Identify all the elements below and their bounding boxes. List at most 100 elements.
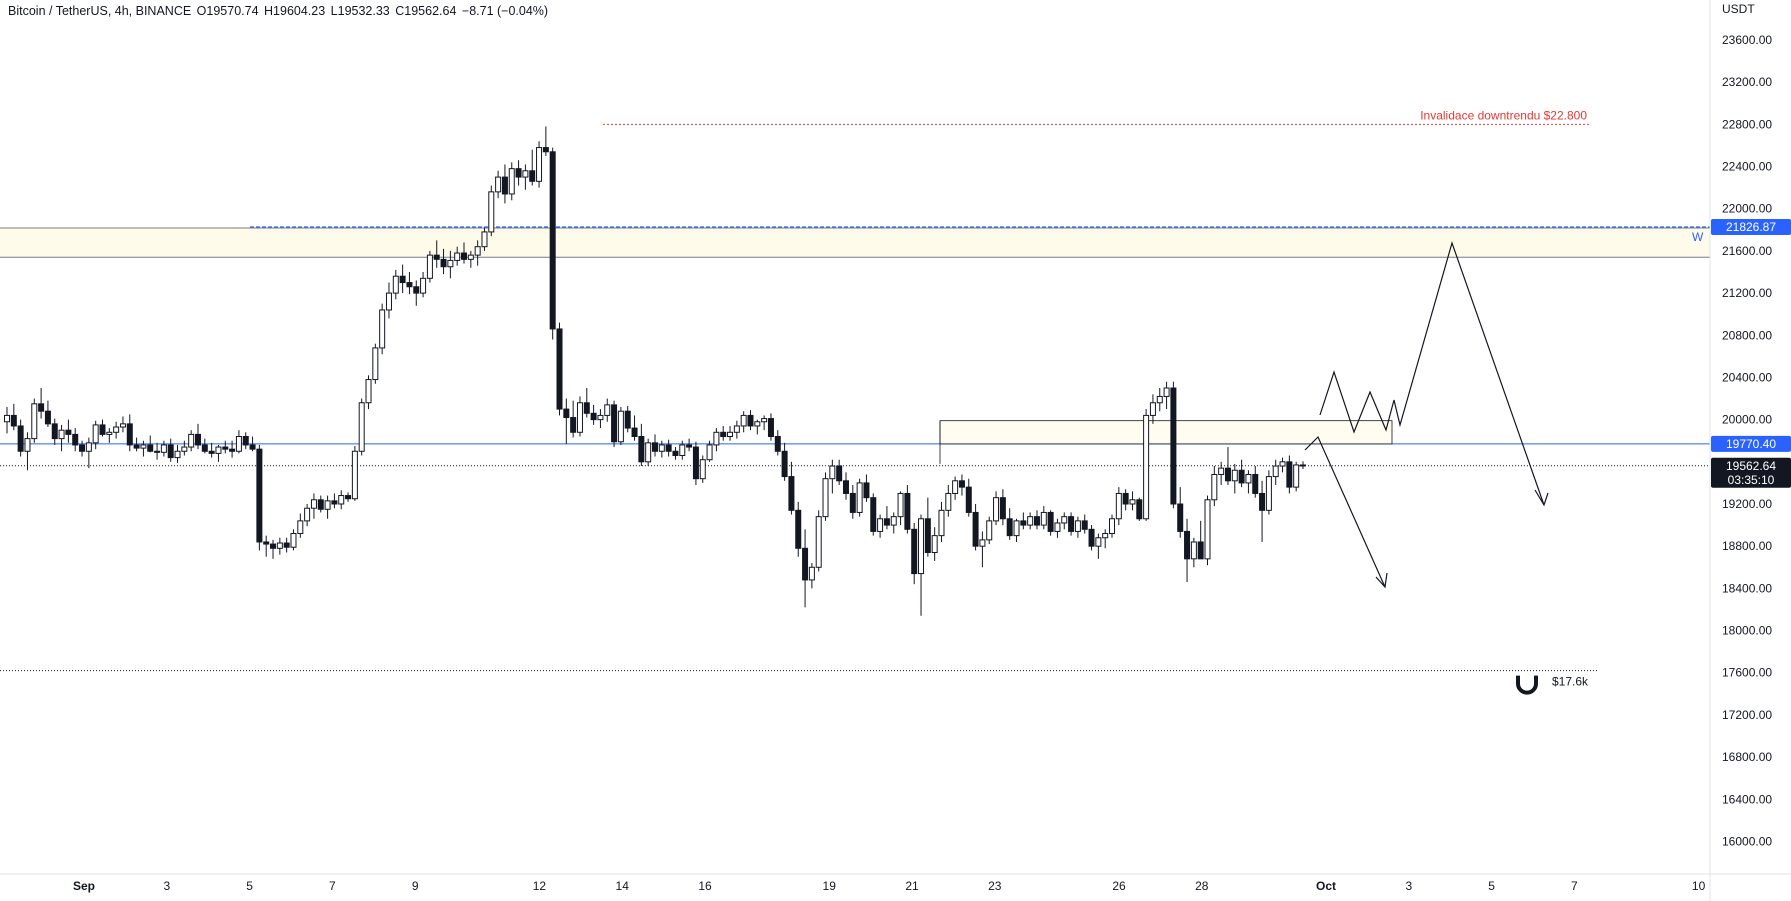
candle[interactable] <box>433 240 440 268</box>
candle[interactable] <box>1081 514 1088 534</box>
candle[interactable] <box>720 425 727 441</box>
zone-fill[interactable] <box>0 226 1710 258</box>
candle[interactable] <box>440 248 447 275</box>
candle[interactable] <box>1054 518 1061 538</box>
candle[interactable] <box>1020 512 1027 530</box>
candle[interactable] <box>215 444 222 462</box>
candle[interactable] <box>611 400 618 448</box>
candle[interactable] <box>188 430 195 452</box>
candle[interactable] <box>51 418 58 445</box>
candle[interactable] <box>174 444 181 463</box>
candle[interactable] <box>4 406 10 434</box>
candle[interactable] <box>351 446 358 501</box>
consolidation-box[interactable] <box>939 420 1393 445</box>
candle[interactable] <box>1061 512 1068 530</box>
candle[interactable] <box>454 246 461 266</box>
candle[interactable] <box>1143 409 1150 521</box>
candle[interactable] <box>99 419 106 437</box>
candle[interactable] <box>1286 455 1293 494</box>
candle[interactable] <box>1013 518 1020 542</box>
candle[interactable] <box>672 447 679 460</box>
candle[interactable] <box>1088 525 1095 551</box>
candle[interactable] <box>106 428 113 443</box>
candle[interactable] <box>154 442 161 460</box>
candle[interactable] <box>747 410 754 431</box>
candle[interactable] <box>999 489 1006 526</box>
candle[interactable] <box>686 438 693 452</box>
candle[interactable] <box>181 440 188 456</box>
candle[interactable] <box>795 501 802 557</box>
candle[interactable] <box>256 444 263 551</box>
candle[interactable] <box>727 425 734 441</box>
candle[interactable] <box>488 185 495 237</box>
zone-top-price-badge[interactable]: 21826.87 <box>1711 218 1791 235</box>
candle[interactable] <box>160 440 167 457</box>
candle[interactable] <box>1163 381 1170 410</box>
candle[interactable] <box>229 440 236 458</box>
candle[interactable] <box>317 495 324 513</box>
candle[interactable] <box>706 440 713 462</box>
candle[interactable] <box>1156 388 1163 412</box>
candle[interactable] <box>208 442 215 458</box>
candle[interactable] <box>242 432 249 450</box>
candle[interactable] <box>92 420 99 450</box>
price-axis[interactable]: USDT 23600.00 23200.00 22800.00 22400.00 220… <box>1722 2 1772 848</box>
candle[interactable] <box>119 416 126 433</box>
candle[interactable] <box>979 531 986 568</box>
candle[interactable] <box>781 442 788 481</box>
candle[interactable] <box>283 537 290 553</box>
candle[interactable] <box>1006 508 1013 540</box>
candle[interactable] <box>324 495 331 519</box>
candle[interactable] <box>58 424 65 452</box>
candle[interactable] <box>774 430 781 456</box>
candle[interactable] <box>1047 510 1054 536</box>
candle[interactable] <box>44 400 51 428</box>
candlestick-series[interactable] <box>4 126 1306 616</box>
horizontal-levels[interactable] <box>0 123 1710 672</box>
candle[interactable] <box>140 440 147 457</box>
candle[interactable] <box>679 440 686 460</box>
candle[interactable] <box>761 415 768 431</box>
candle[interactable] <box>406 272 413 295</box>
candle[interactable] <box>447 250 454 279</box>
candle[interactable] <box>856 478 863 517</box>
candle[interactable] <box>304 504 311 527</box>
candle[interactable] <box>1129 491 1136 511</box>
candle[interactable] <box>1040 506 1047 530</box>
candle[interactable] <box>624 405 631 433</box>
candle[interactable] <box>1238 459 1245 488</box>
candle[interactable] <box>604 398 611 422</box>
candle[interactable] <box>733 420 740 439</box>
candle[interactable] <box>740 411 747 433</box>
candle[interactable] <box>420 272 427 298</box>
candle[interactable] <box>767 413 774 441</box>
candle[interactable] <box>372 343 379 384</box>
candle[interactable] <box>1259 480 1266 542</box>
candle[interactable] <box>808 563 815 589</box>
candle[interactable] <box>79 440 86 457</box>
candle[interactable] <box>529 149 536 186</box>
candle[interactable] <box>194 423 201 450</box>
candle[interactable] <box>263 535 270 557</box>
bearish-projection-path[interactable] <box>1304 435 1386 588</box>
candle[interactable] <box>495 170 502 199</box>
candle[interactable] <box>501 164 508 204</box>
candle[interactable] <box>147 435 154 453</box>
candle[interactable] <box>1224 447 1231 486</box>
candle[interactable] <box>385 282 392 319</box>
candle[interactable] <box>1149 394 1156 424</box>
candle[interactable] <box>222 440 229 454</box>
support-price-badge[interactable]: 19770.40 <box>1711 435 1791 452</box>
candle[interactable] <box>638 423 645 467</box>
candle[interactable] <box>1184 518 1191 583</box>
candle[interactable] <box>993 491 1000 526</box>
candle[interactable] <box>290 529 297 551</box>
candle[interactable] <box>276 537 283 555</box>
candle[interactable] <box>958 474 965 496</box>
candle[interactable] <box>358 398 365 456</box>
candle[interactable] <box>167 438 174 462</box>
resistance-zone[interactable] <box>0 226 1710 258</box>
candle[interactable] <box>481 227 488 251</box>
candle[interactable] <box>692 441 699 486</box>
candle[interactable] <box>1279 457 1286 473</box>
